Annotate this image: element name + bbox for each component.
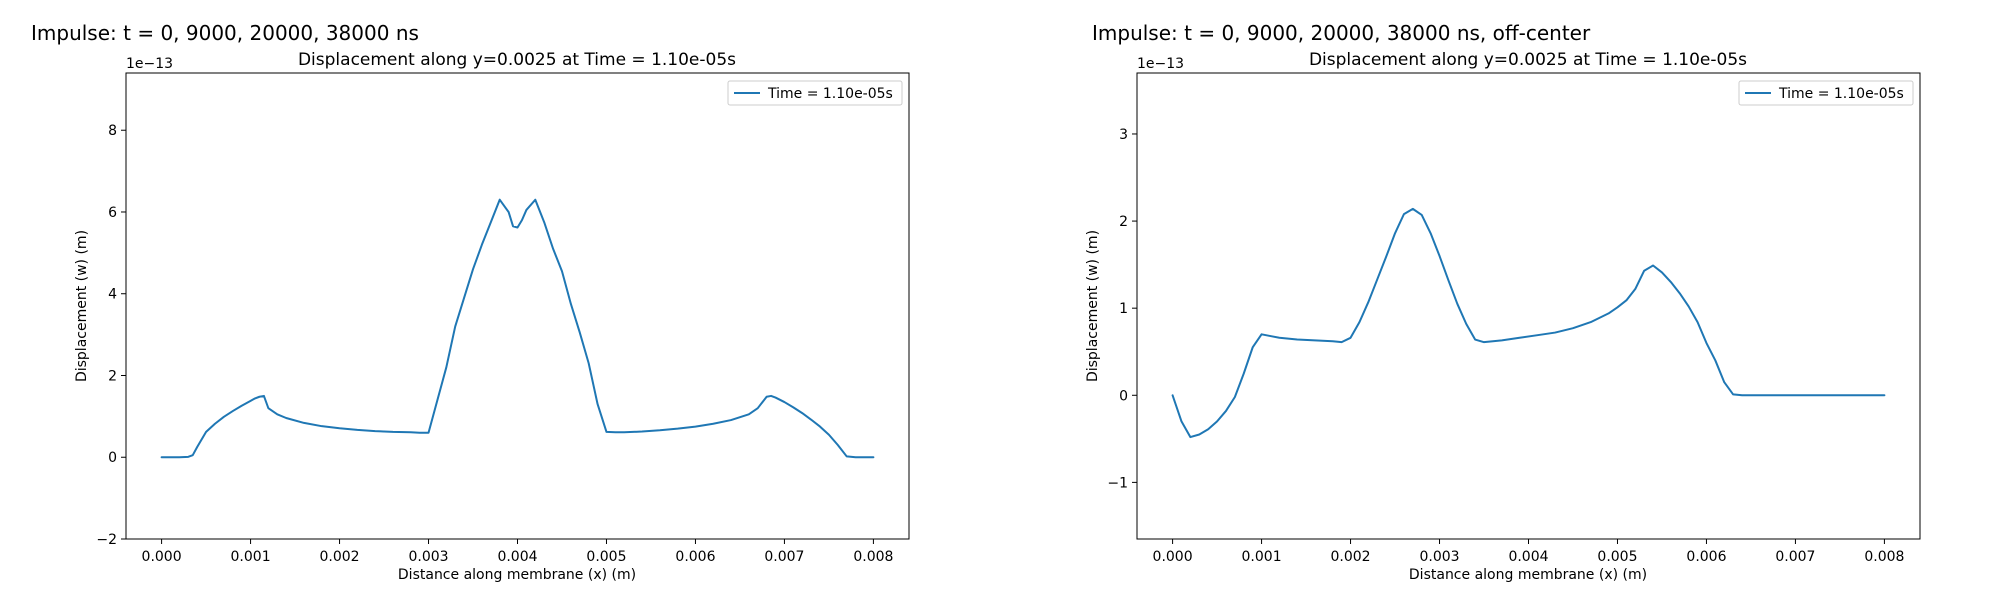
x-tick-label: 0.004 xyxy=(497,549,537,565)
x-tick-label: 0.006 xyxy=(675,549,715,565)
x-tick-label: 0.005 xyxy=(586,549,626,565)
x-tick-label: 0.002 xyxy=(319,549,359,565)
panel-left-legend-label: Time = 1.10e-05s xyxy=(767,86,893,102)
y-tick-label: −1 xyxy=(1107,475,1128,491)
panel-left-legend: Time = 1.10e-05s xyxy=(727,80,903,106)
x-tick-label: 0.008 xyxy=(1864,549,1904,565)
x-tick-label: 0.000 xyxy=(1153,549,1193,565)
x-tick-label: 0.002 xyxy=(1330,549,1370,565)
panel-left-x-axis-label: Distance along membrane (x) (m) xyxy=(398,567,636,583)
x-tick-label: 0.008 xyxy=(853,549,893,565)
panel-left-chart-title: Displacement along y=0.0025 at Time = 1.… xyxy=(298,50,736,70)
panel-right-chart-title: Displacement along y=0.0025 at Time = 1.… xyxy=(1309,50,1747,70)
panel-left-y-axis-label: Displacement (w) (m) xyxy=(74,230,90,382)
x-tick-label: 0.001 xyxy=(1242,549,1282,565)
panel-left: Impulse: t = 0, 9000, 20000, 38000 ns Di… xyxy=(31,21,910,583)
y-tick-label: 0 xyxy=(108,450,117,466)
panel-left-y-ticks: −2 0 2 4 6 8 xyxy=(96,123,126,548)
panel-right: Impulse: t = 0, 9000, 20000, 38000 ns, o… xyxy=(1085,21,1921,583)
y-tick-label: 4 xyxy=(108,287,117,303)
panel-left-axes-frame xyxy=(125,72,910,540)
y-tick-label: 0 xyxy=(1119,388,1128,404)
panel-left-plot-area xyxy=(126,73,909,539)
x-tick-label: 0.006 xyxy=(1686,549,1726,565)
panel-right-legend-label: Time = 1.10e-05s xyxy=(1778,86,1904,102)
y-tick-label: 1 xyxy=(1119,301,1128,317)
x-tick-label: 0.007 xyxy=(764,549,804,565)
panel-right-series-layer xyxy=(1171,207,1886,439)
panel-left-series-layer xyxy=(160,198,875,459)
panel-left-x-ticks: 0.000 0.001 0.002 0.003 0.004 0.005 0.006 0.007… xyxy=(142,539,893,565)
y-tick-label: −2 xyxy=(96,532,117,548)
panel-left-suptitle: Impulse: t = 0, 9000, 20000, 38000 ns xyxy=(31,21,419,45)
x-tick-label: 0.003 xyxy=(1419,549,1459,565)
panel-right-legend: Time = 1.10e-05s xyxy=(1738,80,1914,106)
y-tick-label: 8 xyxy=(108,123,117,139)
panel-right-axes-frame xyxy=(1136,72,1921,540)
y-tick-label: 2 xyxy=(108,368,117,384)
panel-right-x-axis-label: Distance along membrane (x) (m) xyxy=(1409,567,1647,583)
series-line-0 xyxy=(160,198,875,459)
panel-left-y-offset-label: 1e−13 xyxy=(126,56,173,72)
panel-right-y-axis-label: Displacement (w) (m) xyxy=(1085,230,1101,382)
panel-right-y-ticks: −1 0 1 2 3 xyxy=(1107,127,1137,491)
y-tick-label: 6 xyxy=(108,205,117,221)
x-tick-label: 0.003 xyxy=(408,549,448,565)
panel-right-legend-box xyxy=(1738,80,1914,106)
panel-left-legend-box xyxy=(727,80,903,106)
series-line-0 xyxy=(1171,207,1886,439)
x-tick-label: 0.004 xyxy=(1508,549,1548,565)
y-tick-label: 3 xyxy=(1119,127,1128,143)
panel-right-x-ticks: 0.000 0.001 0.002 0.003 0.004 0.005 0.006 0.007… xyxy=(1153,539,1904,565)
panel-right-suptitle: Impulse: t = 0, 9000, 20000, 38000 ns, o… xyxy=(1092,21,1591,45)
x-tick-label: 0.000 xyxy=(142,549,182,565)
x-tick-label: 0.005 xyxy=(1597,549,1637,565)
panel-right-plot-area xyxy=(1137,73,1920,539)
x-tick-label: 0.007 xyxy=(1775,549,1815,565)
y-tick-label: 2 xyxy=(1119,214,1128,230)
x-tick-label: 0.001 xyxy=(231,549,271,565)
panel-right-y-offset-label: 1e−13 xyxy=(1137,56,1184,72)
